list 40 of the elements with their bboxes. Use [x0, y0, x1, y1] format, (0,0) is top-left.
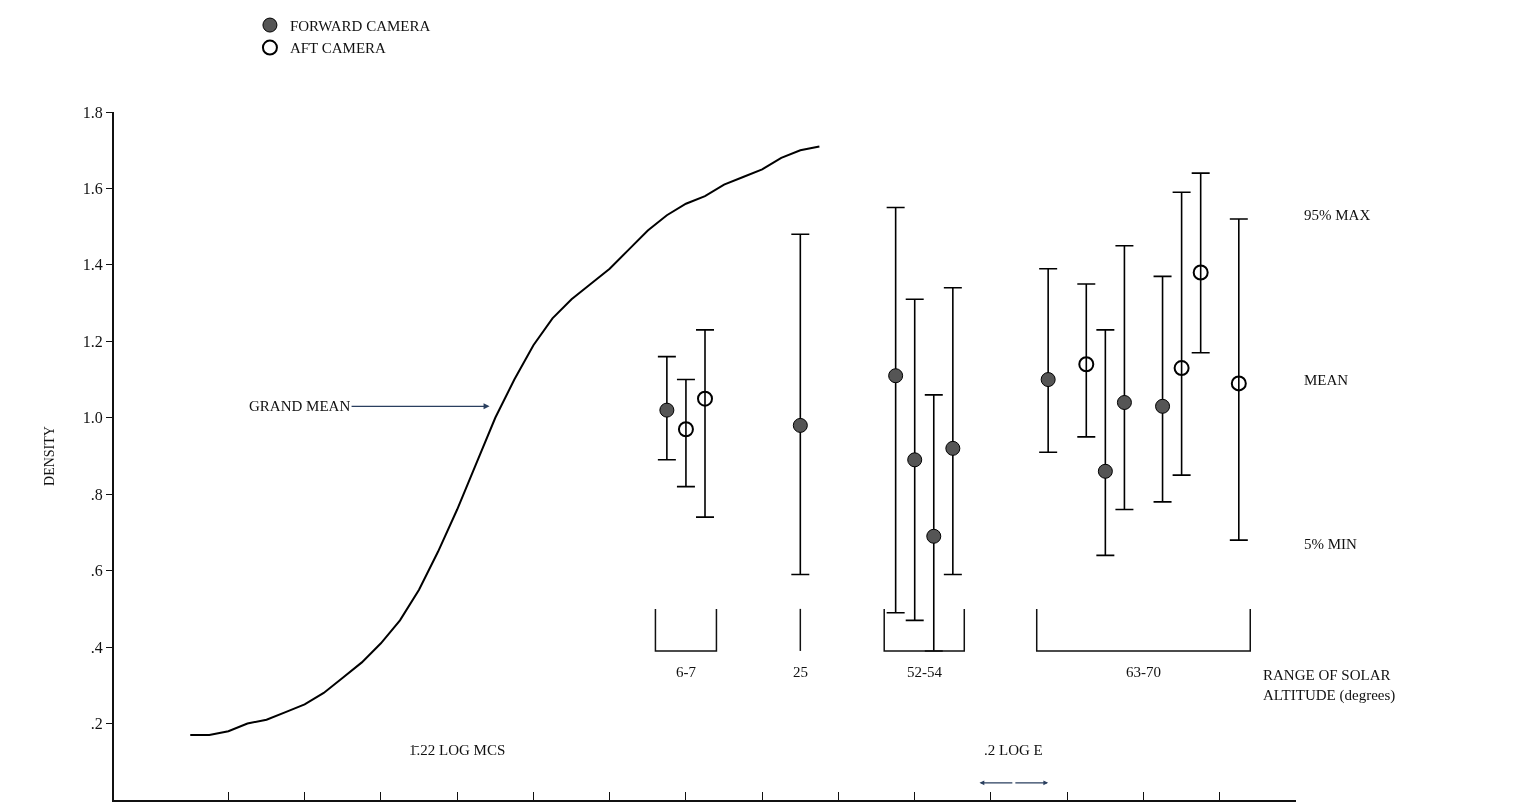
- point: [1078, 356, 1095, 373]
- point: [907, 452, 923, 468]
- point: [945, 440, 961, 456]
- point: [792, 417, 808, 433]
- point: [1097, 463, 1113, 479]
- annotation: 52-54: [907, 664, 943, 680]
- y-tick-label: 1.8: [82, 103, 103, 121]
- point: [1173, 360, 1190, 377]
- point: [659, 402, 675, 418]
- point: [1155, 398, 1171, 414]
- point: [1116, 394, 1132, 410]
- line-series: [189, 145, 821, 737]
- y-tick-label: 1.4: [82, 256, 103, 274]
- legend-label: FORWARD CAMERA: [289, 17, 431, 34]
- text: MEAN: [1304, 372, 1349, 388]
- annotation: 63-70: [1126, 664, 1161, 680]
- point: [697, 390, 713, 407]
- y-axis-title: DENSITY: [41, 426, 57, 486]
- point: [1230, 375, 1247, 392]
- annotation: .2 LOG E: [984, 742, 1043, 758]
- text: 5% MIN: [1304, 536, 1358, 552]
- annotation: RANGE OF SOLAR ALTITUDE (degrees): [1263, 667, 1396, 704]
- annotation: 25: [793, 664, 808, 680]
- point: [926, 528, 942, 544]
- y-tick-label: .6: [90, 562, 103, 580]
- y-tick-label: .2: [90, 715, 103, 733]
- y-tick-label: 1.0: [82, 409, 103, 427]
- text: 95% MAX: [1304, 207, 1371, 223]
- y-tick-label: 1.6: [82, 180, 103, 198]
- point: [1040, 372, 1056, 388]
- annotation: 6-7: [676, 664, 697, 680]
- point: [677, 421, 694, 438]
- point: [888, 368, 904, 384]
- y-tick-label: .4: [90, 638, 103, 656]
- y-tick-label: .8: [90, 485, 103, 503]
- annotation: GRAND MEAN: [249, 398, 351, 414]
- point: [1192, 264, 1209, 281]
- y-tick-label: 1.2: [82, 332, 103, 350]
- legend-label: AFT CAMERA: [289, 40, 387, 57]
- annotation: 1̄.22 LOG MCS: [409, 742, 506, 758]
